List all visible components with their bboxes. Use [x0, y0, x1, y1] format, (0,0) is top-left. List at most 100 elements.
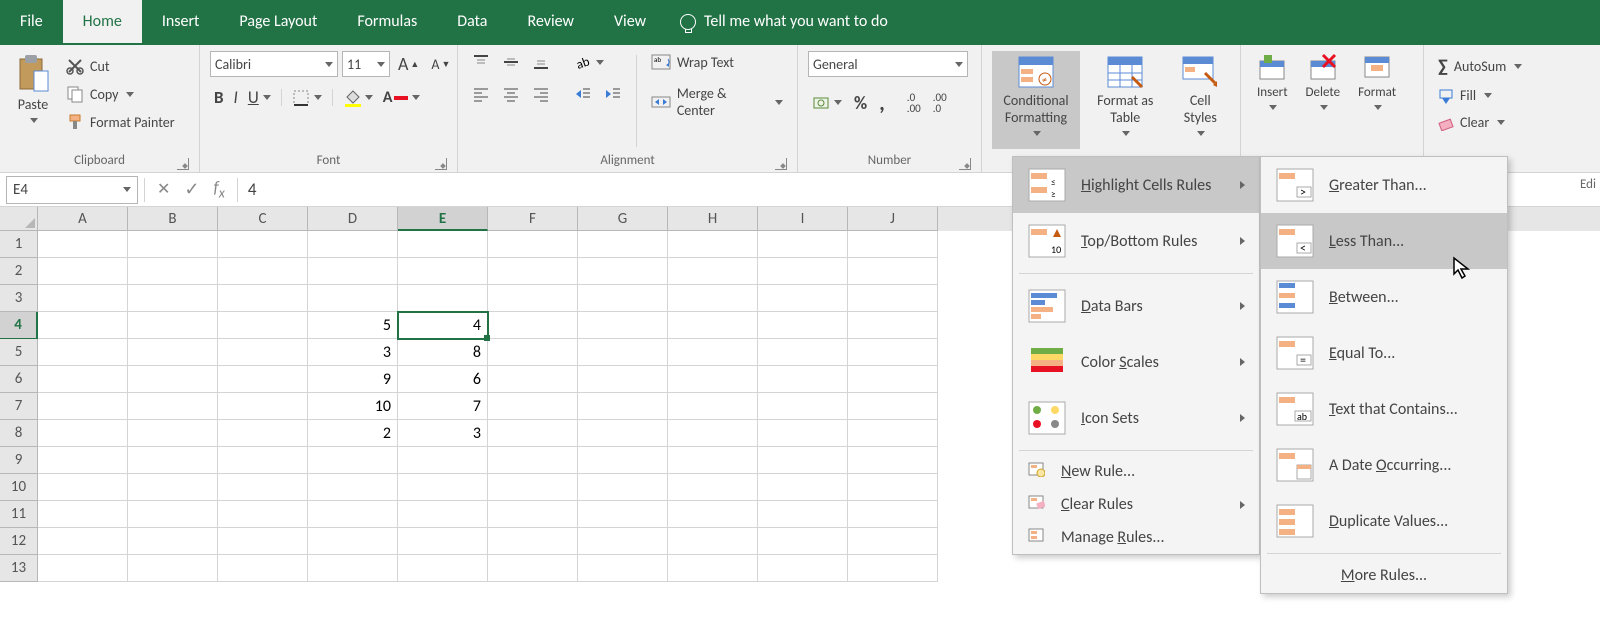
cell[interactable] [38, 447, 128, 474]
menu-highlight-cells-rules[interactable]: ≤≥ Highlight Cells Rules [1013, 157, 1259, 213]
row-header[interactable]: 13 [0, 555, 38, 582]
cell[interactable] [848, 555, 938, 582]
tab-home[interactable]: Home [63, 0, 142, 43]
cell[interactable] [758, 366, 848, 393]
cell[interactable] [398, 501, 488, 528]
cancel-formula-button[interactable]: ✕ [157, 179, 170, 199]
tab-formulas[interactable]: Formulas [337, 0, 437, 43]
cell[interactable] [848, 501, 938, 528]
cell[interactable] [128, 312, 218, 339]
cell[interactable] [218, 231, 308, 258]
cell[interactable] [488, 474, 578, 501]
align-middle-button[interactable] [498, 51, 524, 73]
cell[interactable]: 4 [398, 312, 488, 339]
cell[interactable] [758, 231, 848, 258]
align-left-button[interactable] [468, 83, 494, 105]
cell[interactable] [668, 555, 758, 582]
cell[interactable] [308, 555, 398, 582]
cell[interactable] [758, 501, 848, 528]
cell[interactable] [578, 312, 668, 339]
name-box[interactable]: E4 [6, 176, 138, 204]
increase-indent-button[interactable] [600, 83, 626, 105]
enter-formula-button[interactable]: ✓ [184, 178, 199, 200]
cell[interactable] [578, 258, 668, 285]
cell[interactable] [488, 231, 578, 258]
menu-between[interactable]: Between... [1261, 269, 1507, 325]
cell[interactable] [578, 393, 668, 420]
row-header[interactable]: 10 [0, 474, 38, 501]
tab-insert[interactable]: Insert [142, 0, 220, 43]
format-painter-button[interactable]: Format Painter [62, 111, 179, 133]
cell[interactable] [848, 393, 938, 420]
cell[interactable] [668, 393, 758, 420]
align-top-button[interactable] [468, 51, 494, 73]
cell[interactable]: 6 [398, 366, 488, 393]
cell[interactable] [218, 339, 308, 366]
cell[interactable] [308, 501, 398, 528]
tab-page-layout[interactable]: Page Layout [219, 0, 337, 43]
cell[interactable] [218, 312, 308, 339]
align-center-button[interactable] [498, 83, 524, 105]
row-header[interactable]: 3 [0, 285, 38, 312]
cell[interactable] [848, 420, 938, 447]
cut-button[interactable]: Cut [62, 55, 179, 77]
fill-button[interactable]: Fill [1434, 85, 1496, 106]
menu-equal-to[interactable]: = Equal To... [1261, 325, 1507, 381]
cell[interactable] [398, 285, 488, 312]
cell[interactable] [38, 501, 128, 528]
column-header[interactable]: A [38, 207, 128, 231]
cell[interactable] [488, 555, 578, 582]
cell[interactable] [758, 474, 848, 501]
percent-button[interactable]: % [850, 90, 871, 116]
align-bottom-button[interactable] [528, 51, 554, 73]
cell[interactable] [488, 393, 578, 420]
cell[interactable] [308, 528, 398, 555]
cell[interactable] [398, 258, 488, 285]
menu-text-contains[interactable]: ab Text that Contains... [1261, 381, 1507, 437]
cell[interactable] [398, 528, 488, 555]
cell[interactable] [848, 474, 938, 501]
select-all-corner[interactable] [0, 207, 38, 231]
row-header[interactable]: 2 [0, 258, 38, 285]
cell[interactable] [578, 231, 668, 258]
cell[interactable] [758, 285, 848, 312]
menu-top-bottom-rules[interactable]: 10 Top/Bottom Rules [1013, 213, 1259, 269]
cell[interactable] [128, 447, 218, 474]
cell[interactable] [758, 555, 848, 582]
menu-less-than[interactable]: < Less Than... [1261, 213, 1507, 269]
cell[interactable] [218, 285, 308, 312]
cell[interactable] [488, 258, 578, 285]
cell[interactable] [848, 285, 938, 312]
cell[interactable] [38, 528, 128, 555]
cell[interactable] [38, 312, 128, 339]
cell[interactable] [848, 366, 938, 393]
font-name-select[interactable]: Calibri [210, 51, 338, 77]
row-header[interactable]: 12 [0, 528, 38, 555]
cell[interactable] [128, 258, 218, 285]
italic-button[interactable]: I [230, 85, 242, 110]
increase-font-button[interactable]: A▲ [394, 51, 423, 77]
cell[interactable] [38, 339, 128, 366]
column-header[interactable]: C [218, 207, 308, 231]
conditional-formatting-button[interactable]: ≠ Conditional Formatting [992, 51, 1080, 149]
cell[interactable] [128, 393, 218, 420]
cell[interactable] [668, 366, 758, 393]
cell[interactable]: 8 [398, 339, 488, 366]
cell[interactable] [578, 366, 668, 393]
cell[interactable] [128, 555, 218, 582]
cell[interactable] [668, 339, 758, 366]
align-right-button[interactable] [528, 83, 554, 105]
row-header[interactable]: 11 [0, 501, 38, 528]
menu-data-bars[interactable]: Data Bars [1013, 278, 1259, 334]
row-header[interactable]: 9 [0, 447, 38, 474]
copy-button[interactable]: Copy [62, 83, 179, 105]
column-header[interactable]: F [488, 207, 578, 231]
cell[interactable] [668, 528, 758, 555]
cell[interactable] [38, 393, 128, 420]
cell[interactable] [758, 420, 848, 447]
column-header[interactable]: G [578, 207, 668, 231]
cell[interactable] [488, 285, 578, 312]
delete-cells-button[interactable]: Delete [1300, 51, 1347, 112]
menu-greater-than[interactable]: > Greater Than... [1261, 157, 1507, 213]
cell[interactable] [308, 285, 398, 312]
